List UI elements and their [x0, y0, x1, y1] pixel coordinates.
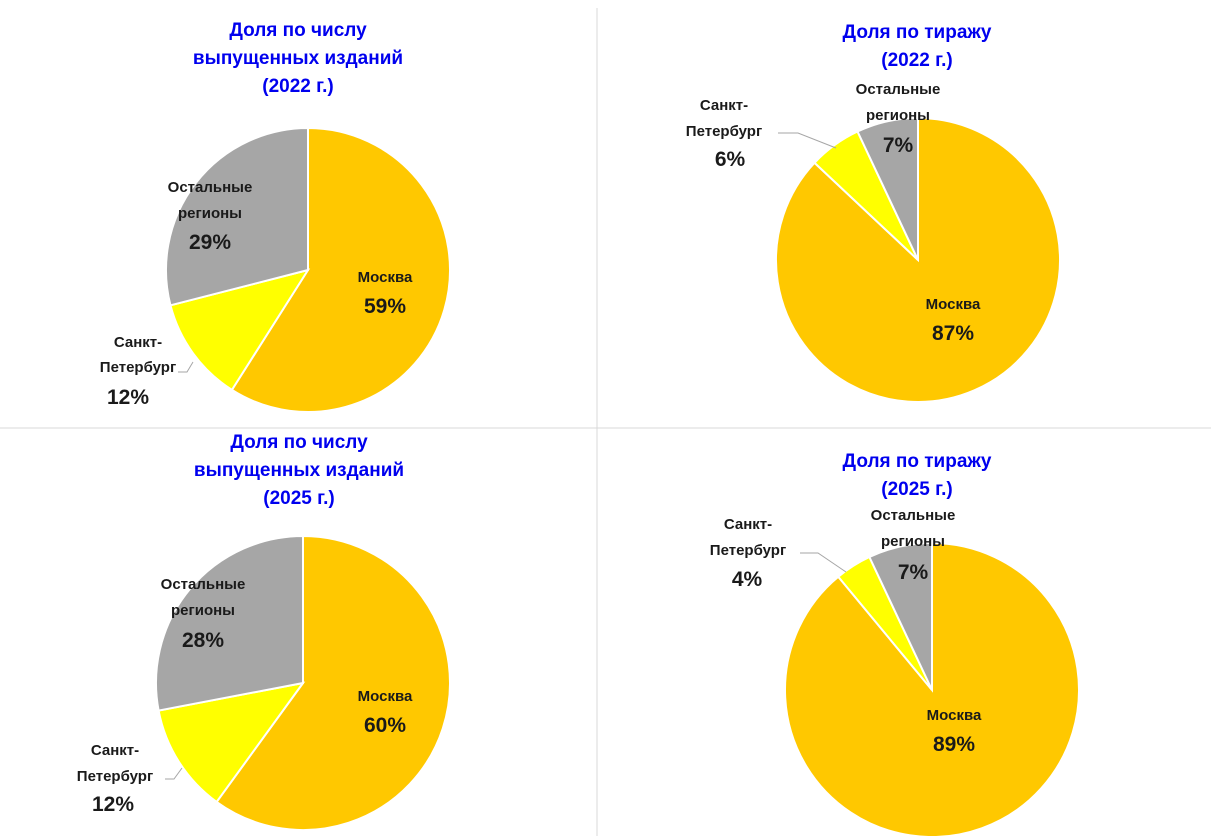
pie-slice-moscow [775, 116, 1061, 403]
data-label-other: Остальные регионы [161, 576, 246, 619]
chart-title-line: Доля по тиражу [843, 451, 992, 472]
data-label-line: Остальные [856, 81, 941, 98]
data-value-spb: 6% [715, 148, 746, 171]
data-label-line: Остальные [871, 507, 956, 524]
data-label-line: регионы [178, 205, 242, 222]
chart-title: Доля по числу выпущенных изданий (2025 г.) [194, 432, 404, 509]
data-label-spb: Санкт- Петербург [77, 742, 153, 785]
data-label-line: Санкт- [700, 97, 748, 114]
data-value-other: 29% [189, 231, 231, 254]
data-value-spb: 12% [92, 793, 134, 816]
data-value-moscow: 59% [364, 295, 406, 318]
data-label-line: регионы [171, 602, 235, 619]
chart-title-line: Доля по числу [230, 432, 368, 453]
chart-title: Доля по тиражу (2025 г.) [843, 451, 992, 500]
chart-title-line: (2025 г.) [881, 479, 953, 500]
data-label-spb: Санкт- Петербург [100, 334, 176, 376]
pie-slice-moscow [215, 534, 451, 831]
chart-title: Доля по числу выпущенных изданий (2022 г.) [193, 20, 403, 97]
pie-chart-4: Доля по тиражу (2025 г.) Москва 89% Санкт- Пе… [710, 451, 1080, 836]
pie-slice-other [165, 126, 309, 307]
data-label-line: Санкт- [91, 742, 139, 759]
data-label-line: Санкт- [724, 516, 772, 533]
data-value-other: 7% [898, 561, 929, 584]
pie-slice-other [856, 116, 919, 261]
chart-title-line: (2025 г.) [263, 488, 335, 509]
data-label-line: Петербург [77, 768, 153, 785]
data-label-moscow: Москва [927, 707, 982, 724]
data-label-moscow: Москва [926, 296, 981, 313]
data-value-moscow: 60% [364, 714, 406, 737]
data-label-line: Москва [927, 707, 982, 724]
data-label-line: регионы [881, 533, 945, 550]
pie-slice-moscow [783, 541, 1080, 836]
data-label-line: регионы [866, 107, 930, 124]
pie-slice-other [155, 534, 304, 712]
chart-title: Доля по тиражу (2022 г.) [843, 22, 992, 71]
data-label-moscow: Москва [358, 688, 413, 705]
data-label-line: Петербург [100, 359, 176, 376]
pie-slice-moscow [230, 126, 451, 413]
data-label-other: Остальные регионы [168, 179, 253, 222]
pie-slice-other [868, 541, 933, 691]
data-label-other: Остальные регионы [856, 81, 941, 124]
data-label-line: Санкт- [114, 334, 162, 351]
data-label-other: Остальные регионы [871, 507, 956, 550]
chart-title-line: Доля по числу [229, 20, 367, 41]
data-label-line: Петербург [686, 123, 762, 140]
chart-title-line: (2022 г.) [881, 50, 953, 71]
pie-slice-spb [169, 268, 311, 392]
data-label-line: Москва [926, 296, 981, 313]
pie-slice-spb [157, 681, 306, 804]
leader-line-spb [178, 361, 194, 373]
data-label-line: Москва [358, 269, 413, 286]
data-label-moscow: Москва [358, 269, 413, 286]
data-value-spb: 4% [732, 568, 763, 591]
data-value-spb: 12% [107, 386, 149, 409]
chart-title-line: (2022 г.) [262, 76, 334, 97]
pie-chart-3: Доля по числу выпущенных изданий (2025 г.)… [77, 432, 451, 831]
chart-title-line: выпущенных изданий [193, 48, 403, 69]
pie-chart-1: Доля по числу выпущенных изданий (2022 г.)… [100, 20, 451, 413]
data-label-line: Петербург [710, 542, 786, 559]
leader-line-spb [165, 767, 183, 780]
pie-chart-2: Доля по тиражу (2022 г.) Москва 87% Санкт- Пе… [686, 22, 1061, 403]
data-label-line: Москва [358, 688, 413, 705]
data-label-line: Остальные [161, 576, 246, 593]
data-label-spb: Санкт- Петербург [710, 516, 786, 559]
data-label-line: Остальные [168, 179, 253, 196]
data-label-spb: Санкт- Петербург [686, 97, 762, 140]
chart-title-line: выпущенных изданий [194, 460, 404, 481]
chart-title-line: Доля по тиражу [843, 22, 992, 43]
data-value-other: 28% [182, 629, 224, 652]
data-value-moscow: 87% [932, 322, 974, 345]
leader-line-spb [800, 552, 847, 573]
data-value-moscow: 89% [933, 733, 975, 756]
leader-line-spb [778, 132, 837, 149]
data-value-other: 7% [883, 134, 914, 157]
